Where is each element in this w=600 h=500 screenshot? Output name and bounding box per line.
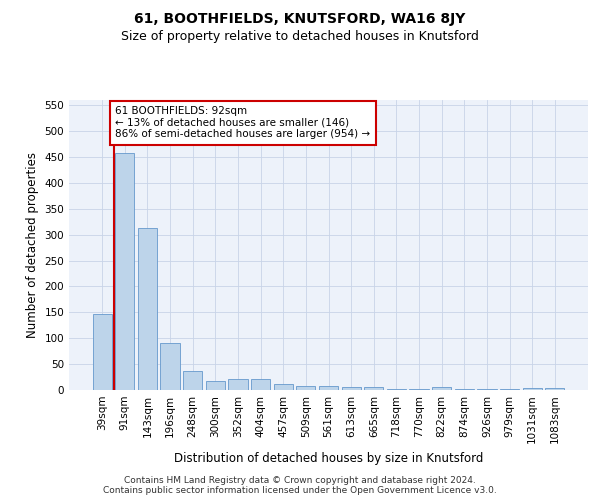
Bar: [229, 379, 248, 390]
Text: 61, BOOTHFIELDS, KNUTSFORD, WA16 8JY: 61, BOOTHFIELDS, KNUTSFORD, WA16 8JY: [134, 12, 466, 26]
Bar: [523, 388, 542, 390]
Bar: [545, 388, 565, 390]
Text: 61 BOOTHFIELDS: 92sqm
← 13% of detached houses are smaller (146)
86% of semi-det: 61 BOOTHFIELDS: 92sqm ← 13% of detached …: [115, 106, 370, 140]
Bar: [432, 388, 451, 390]
Bar: [206, 380, 225, 390]
Bar: [274, 384, 293, 390]
X-axis label: Distribution of detached houses by size in Knutsford: Distribution of detached houses by size …: [174, 452, 483, 465]
Bar: [92, 314, 112, 390]
Bar: [183, 371, 202, 390]
Text: Contains HM Land Registry data © Crown copyright and database right 2024.
Contai: Contains HM Land Registry data © Crown c…: [103, 476, 497, 495]
Y-axis label: Number of detached properties: Number of detached properties: [26, 152, 39, 338]
Bar: [160, 344, 180, 390]
Bar: [319, 386, 338, 390]
Bar: [296, 386, 316, 390]
Bar: [138, 228, 157, 390]
Bar: [251, 379, 270, 390]
Text: Size of property relative to detached houses in Knutsford: Size of property relative to detached ho…: [121, 30, 479, 43]
Bar: [364, 388, 383, 390]
Bar: [341, 388, 361, 390]
Bar: [115, 154, 134, 390]
